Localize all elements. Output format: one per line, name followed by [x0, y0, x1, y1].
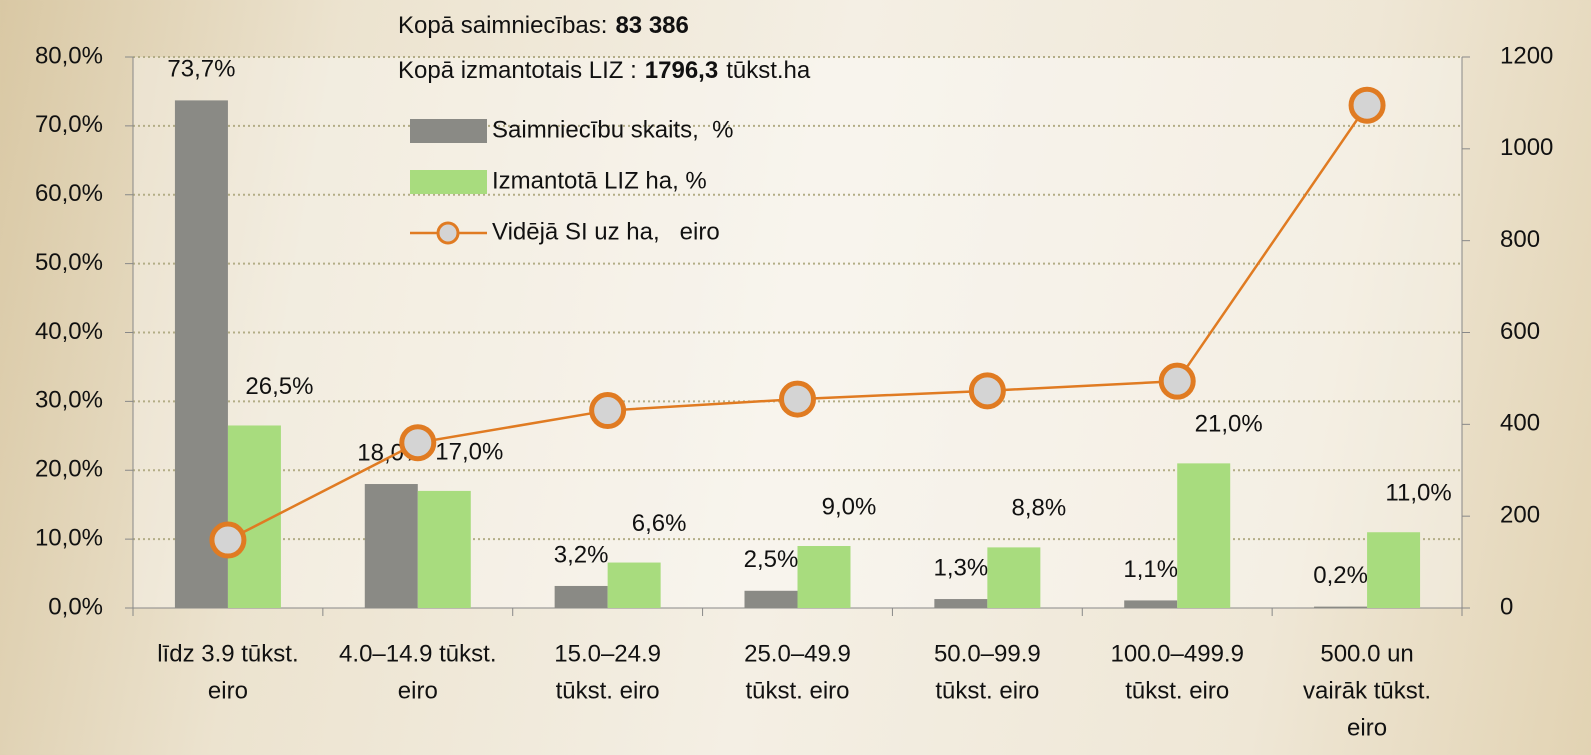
legend-label: Vidējā SI uz ha, eiro [492, 218, 720, 245]
x-tick-label: līdz 3.9 tūkst. [157, 640, 298, 667]
plot-area [133, 57, 1462, 608]
y-tick-label: 80,0% [35, 42, 103, 69]
bar [987, 547, 1041, 608]
y2-tick-label: 200 [1500, 502, 1540, 529]
data-label: 9,0% [822, 493, 877, 520]
annotation: Kopā saimniecības: 83 386 [398, 12, 689, 39]
data-label: 2,5% [744, 546, 799, 573]
x-tick-label: 15.0–24.9 [554, 640, 661, 667]
annotation-part: tūkst.ha [726, 57, 811, 84]
data-label: 17,0% [435, 438, 503, 465]
bar [417, 490, 471, 608]
data-label: 3,2% [554, 541, 609, 568]
data-label: 8,8% [1012, 495, 1067, 522]
legend-swatch [410, 170, 487, 194]
data-label: 73,7% [167, 56, 235, 83]
data-label: 1,3% [934, 554, 989, 581]
x-tick-label: tūkst. eiro [1125, 677, 1229, 704]
legend-label: Izmantotā LIZ ha, % [492, 167, 707, 194]
bar [744, 590, 798, 608]
line-marker [1158, 362, 1196, 400]
bar [1367, 532, 1421, 608]
x-tick-label: 25.0–49.9 [744, 640, 851, 667]
legend-label: Saimniecību skaits, % [492, 116, 733, 143]
x-tick-label: 500.0 un [1320, 640, 1413, 667]
annotation-part: 83 386 [615, 12, 688, 39]
x-tick-label: eiro [208, 677, 248, 704]
y2-tick-label: 0 [1500, 593, 1513, 620]
bar [554, 585, 608, 608]
legend-marker [436, 221, 460, 245]
data-label: 1,1% [1123, 556, 1178, 583]
line-marker [209, 521, 247, 559]
annotation-part: Kopā izmantotais LIZ : [398, 57, 637, 84]
line-marker [399, 424, 437, 462]
y-tick-label: 70,0% [35, 111, 103, 138]
x-tick-label: vairāk tūkst. [1303, 677, 1431, 704]
y-tick-label: 30,0% [35, 387, 103, 414]
x-tick-label: eiro [1347, 714, 1387, 741]
x-tick-label: eiro [398, 677, 438, 704]
x-tick-label: 50.0–99.9 [934, 640, 1041, 667]
y-tick-label: 40,0% [35, 318, 103, 345]
bar [1314, 606, 1368, 608]
bar [1177, 463, 1231, 608]
y2-tick-label: 1200 [1500, 42, 1553, 69]
bar [607, 562, 661, 608]
bar [174, 100, 228, 609]
y-tick-label: 20,0% [35, 456, 103, 483]
bar [934, 599, 988, 608]
x-tick-label: tūkst. eiro [935, 677, 1039, 704]
data-label: 6,6% [632, 510, 687, 537]
y2-tick-label: 1000 [1500, 134, 1553, 161]
x-tick-label: tūkst. eiro [556, 677, 660, 704]
bar [797, 546, 851, 608]
data-label: 0,2% [1313, 562, 1368, 589]
x-tick-label: 4.0–14.9 tūkst. [339, 640, 496, 667]
x-tick-label: 100.0–499.9 [1110, 640, 1243, 667]
line-marker [589, 392, 627, 430]
annotation-part: Kopā saimniecības: [398, 12, 607, 39]
y2-tick-label: 600 [1500, 318, 1540, 345]
y-tick-label: 50,0% [35, 249, 103, 276]
y2-tick-label: 800 [1500, 226, 1540, 253]
x-tick-label: tūkst. eiro [745, 677, 849, 704]
line-marker [1348, 86, 1386, 124]
data-label: 21,0% [1195, 411, 1263, 438]
bar [1124, 600, 1178, 608]
bar [364, 484, 418, 608]
legend-swatch [410, 119, 487, 143]
y2-tick-label: 400 [1500, 410, 1540, 437]
line-marker [968, 372, 1006, 410]
y-tick-label: 0,0% [48, 593, 103, 620]
annotation: Kopā izmantotais LIZ : 1796,3 tūkst.ha [398, 57, 811, 84]
line-marker [779, 380, 816, 418]
data-label: 26,5% [245, 373, 313, 400]
y-tick-label: 10,0% [35, 524, 103, 551]
y-tick-label: 60,0% [35, 180, 103, 207]
annotation-part: 1796,3 [645, 57, 718, 84]
data-label: 11,0% [1385, 480, 1451, 507]
